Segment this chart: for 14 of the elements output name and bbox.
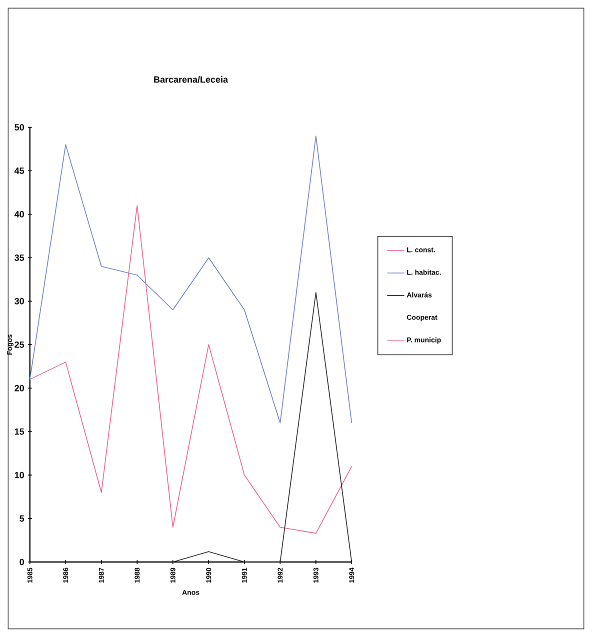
y-tick-label: 25 [14, 341, 24, 348]
line-series [29, 136, 352, 424]
y-tick-label: 15 [14, 428, 24, 435]
chart-title: Barcarena/Leceia [154, 76, 228, 83]
y-tick-label: 50 [14, 124, 24, 130]
y-tick-label: 10 [14, 472, 24, 478]
y-tick-label: 5 [20, 515, 24, 522]
y-tick-label: 35 [14, 254, 24, 261]
y-tick-label: 0 [20, 558, 24, 566]
y-tick-label: 20 [14, 384, 24, 392]
line-series [29, 205, 352, 534]
y-tick-label: 30 [14, 298, 24, 304]
y-tick-label: 40 [14, 211, 24, 218]
y-tick-label: 45 [14, 168, 24, 174]
